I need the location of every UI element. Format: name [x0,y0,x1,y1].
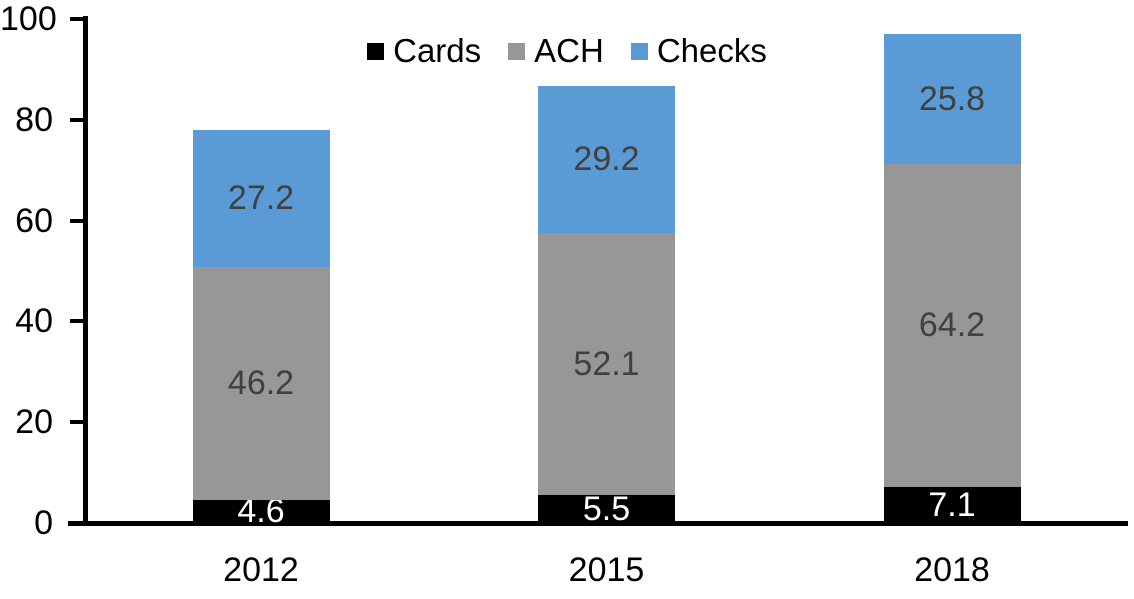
legend-item-checks: Checks [630,32,767,69]
y-axis-tick-label: 20 [15,403,53,442]
bar-value-label: 4.6 [237,492,285,531]
y-axis-tick [70,420,83,425]
chart-legend: Cards ACH Checks [0,33,1134,69]
y-axis-tick-label: 100 [0,0,57,38]
legend-label: ACH [534,32,604,69]
bar-segment-2018-cards: 7.1 [883,486,1021,525]
bar-segment-2015-cards: 5.5 [538,490,675,529]
legend-swatch-cards-icon [367,42,385,60]
legend-label: Checks [656,32,767,69]
bar-segment-2018-checks: 25.8 [883,33,1021,164]
bar-segment-2012-ach: 46.2 [192,266,330,500]
bar-segment-2018-ach: 64.2 [883,163,1021,488]
x-axis-line [68,521,1128,526]
legend-item-cards: Cards [367,33,481,69]
y-axis-tick-label: 0 [34,504,53,542]
bar-2018: 7.1 64.2 25.8 [883,33,1021,525]
bar-segment-2012-checks: 27.2 [192,129,330,267]
bar-2012: 4.6 46.2 27.2 [192,129,330,528]
bar-value-label: 27.2 [227,179,295,218]
y-axis-tick [70,319,83,324]
legend-label: Cards [393,32,482,69]
bar-2015: 5.5 52.1 29.2 [538,85,675,529]
y-axis-tick [70,117,83,122]
y-axis-tick [70,218,83,223]
bar-value-label: 52.1 [573,344,640,383]
bar-segment-2015-checks: 29.2 [538,85,675,233]
y-axis-tick [70,17,83,21]
y-axis-line [83,16,88,526]
bar-value-label: 46.2 [227,364,295,403]
y-axis-tick-label: 60 [15,201,53,240]
bar-segment-2012-cards: 4.6 [192,494,330,528]
x-axis-tick-label: 2012 [223,551,299,589]
legend-item-ach: ACH [508,33,604,69]
bar-value-label: 64.2 [918,306,986,345]
bar-value-label: 29.2 [573,140,640,179]
x-axis-tick-label: 2015 [568,551,645,589]
y-axis-tick-label: 80 [15,100,53,139]
bar-segment-2015-ach: 52.1 [538,232,675,496]
bar-value-label: 25.8 [918,79,986,118]
x-axis-tick-label: 2018 [914,551,990,589]
bar-value-label: 5.5 [582,490,631,529]
legend-swatch-checks-icon [630,42,648,60]
y-axis-tick-label: 40 [15,302,53,341]
legend-swatch-ach-icon [508,42,526,60]
bar-value-label: 7.1 [928,486,976,525]
